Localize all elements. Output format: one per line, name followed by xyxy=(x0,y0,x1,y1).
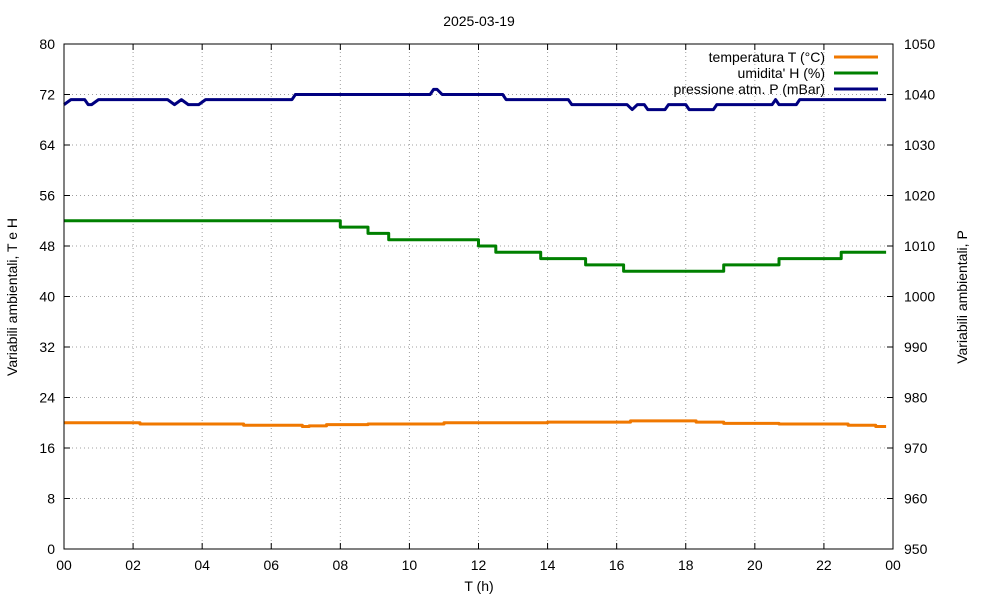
x-tick-label: 00 xyxy=(885,557,901,573)
y2-tick-label: 1010 xyxy=(904,238,935,254)
x-tick-label: 22 xyxy=(816,557,832,573)
x-tick-label: 10 xyxy=(402,557,418,573)
axis-ticks: 00 02 04 06 08 10 12 14 16 18 20 22 0008162432404856… xyxy=(39,36,935,573)
y-tick-label: 56 xyxy=(39,188,55,204)
y-tick-label: 0 xyxy=(47,541,55,557)
legend-label-2: pressione atm. P (mBar) xyxy=(674,81,825,97)
x-tick-label: 02 xyxy=(125,557,141,573)
legend: temperatura T (°C)umidita' H (%)pression… xyxy=(674,49,878,97)
y-tick-label: 32 xyxy=(39,339,55,355)
x-tick-label: 20 xyxy=(747,557,763,573)
y-tick-label: 16 xyxy=(39,440,55,456)
y2-tick-label: 1030 xyxy=(904,137,935,153)
x-tick-label: 14 xyxy=(540,557,556,573)
series-line-2 xyxy=(63,87,887,112)
x-tick-label: 16 xyxy=(609,557,625,573)
y-axis-label: Variabili ambientali, T e H xyxy=(4,218,20,376)
y-tick-label: 48 xyxy=(39,238,55,254)
y-tick-label: 24 xyxy=(39,390,55,406)
x-axis-label: T (h) xyxy=(464,578,493,594)
series-layer xyxy=(63,87,887,428)
y2-tick-label: 980 xyxy=(904,390,928,406)
y2-tick-label: 1040 xyxy=(904,87,935,103)
x-tick-label: 08 xyxy=(333,557,349,573)
chart-title: 2025-03-19 xyxy=(443,13,515,29)
series-line-1 xyxy=(64,219,887,273)
y-tick-label: 72 xyxy=(39,87,55,103)
y2-tick-label: 1020 xyxy=(904,188,935,204)
y-tick-label: 80 xyxy=(39,36,55,52)
legend-label-0: temperatura T (°C) xyxy=(709,49,825,65)
series-line-0 xyxy=(64,419,887,428)
y2-tick-label: 1050 xyxy=(904,36,935,52)
y2-tick-label: 990 xyxy=(904,339,928,355)
grid-lines xyxy=(64,44,893,549)
y2-tick-label: 1000 xyxy=(904,289,935,305)
x-tick-label: 12 xyxy=(471,557,487,573)
y2-tick-label: 950 xyxy=(904,541,928,557)
legend-label-1: umidita' H (%) xyxy=(738,65,825,81)
y2-tick-label: 960 xyxy=(904,491,928,507)
x-tick-label: 06 xyxy=(263,557,279,573)
y-tick-label: 8 xyxy=(47,491,55,507)
y-tick-label: 40 xyxy=(39,289,55,305)
x-tick-label: 00 xyxy=(56,557,72,573)
y2-tick-label: 970 xyxy=(904,440,928,456)
x-tick-label: 18 xyxy=(678,557,694,573)
x-tick-label: 04 xyxy=(194,557,210,573)
y2-axis-label: Variabili ambientali, P xyxy=(954,230,970,364)
y-tick-label: 64 xyxy=(39,137,55,153)
